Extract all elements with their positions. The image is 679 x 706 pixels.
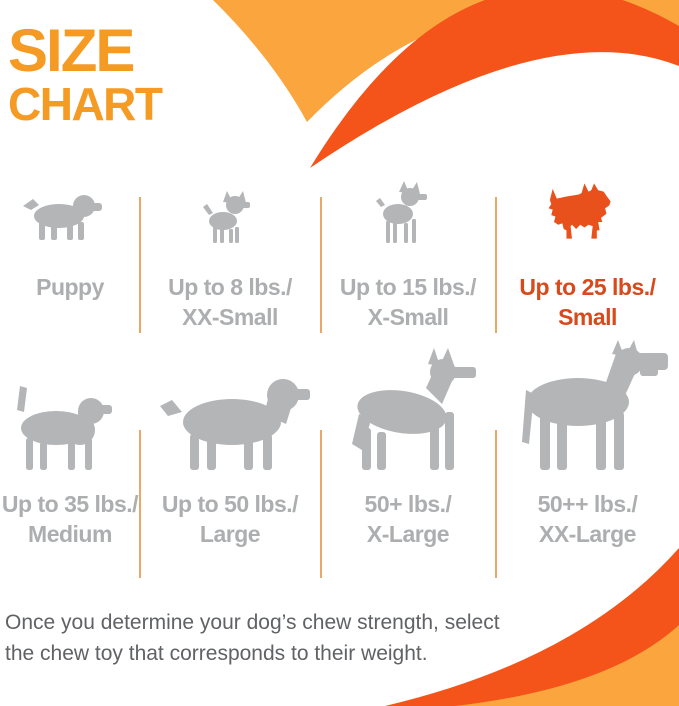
divider-row2-3 (495, 430, 497, 578)
labrador-dog-icon (160, 379, 310, 470)
size-text: X-Large (366, 521, 450, 547)
weight-text: 50+ lbs./ (364, 491, 452, 517)
divider-row1-3 (495, 197, 497, 333)
label-medium: Up to 35 lbs./ Medium (0, 489, 140, 549)
footer-note: Once you determine your dog’s chew stren… (5, 607, 500, 669)
chihuahua-dog-icon (203, 191, 250, 243)
size-text: Medium (28, 521, 112, 547)
label-small-highlighted: Up to 25 lbs./ Small (496, 272, 679, 332)
weight-text: Up to 25 lbs./ (519, 274, 656, 300)
page-title: SIZE CHART (8, 17, 163, 130)
size-text: X-Small (367, 304, 449, 330)
weight-text: Up to 50 lbs./ (161, 491, 299, 517)
german-shepherd-dog-icon (352, 348, 476, 470)
weight-text: Up to 35 lbs./ (1, 491, 139, 517)
size-text: Large (199, 521, 261, 547)
toy-terrier-dog-icon (376, 181, 427, 243)
divider-row1-2 (320, 197, 322, 333)
weight-text: Up to 15 lbs./ (339, 274, 477, 300)
label-x-large: 50+ lbs./ X-Large (320, 489, 496, 549)
size-text: XX-Large (539, 521, 636, 547)
label-large: Up to 50 lbs./ Large (140, 489, 320, 549)
footer-line-2: the chew toy that corresponds to their w… (5, 642, 428, 665)
divider-row1-1 (139, 197, 141, 333)
label-xx-small: Up to 8 lbs./ XX-Small (140, 272, 320, 332)
label-xx-large: 50++ lbs./ XX-Large (496, 489, 679, 549)
title-line-size: SIZE (8, 17, 135, 84)
terrier-dog-icon (548, 183, 611, 239)
puppy-dog-icon (23, 195, 102, 240)
divider-row2-2 (320, 430, 322, 578)
size-text: Small (558, 304, 617, 330)
great-dane-dog-icon (522, 340, 668, 470)
label-puppy: Puppy (0, 272, 140, 302)
weight-text: 50++ lbs./ (537, 491, 638, 517)
weight-text: Puppy (36, 274, 104, 300)
title-line-chart: CHART (8, 78, 163, 130)
divider-row2-1 (139, 430, 141, 578)
beagle-dog-icon (17, 386, 112, 470)
footer-line-1: Once you determine your dog’s chew stren… (5, 611, 500, 634)
label-x-small: Up to 15 lbs./ X-Small (320, 272, 496, 332)
size-text: XX-Small (182, 304, 278, 330)
weight-text: Up to 8 lbs./ (168, 274, 292, 300)
